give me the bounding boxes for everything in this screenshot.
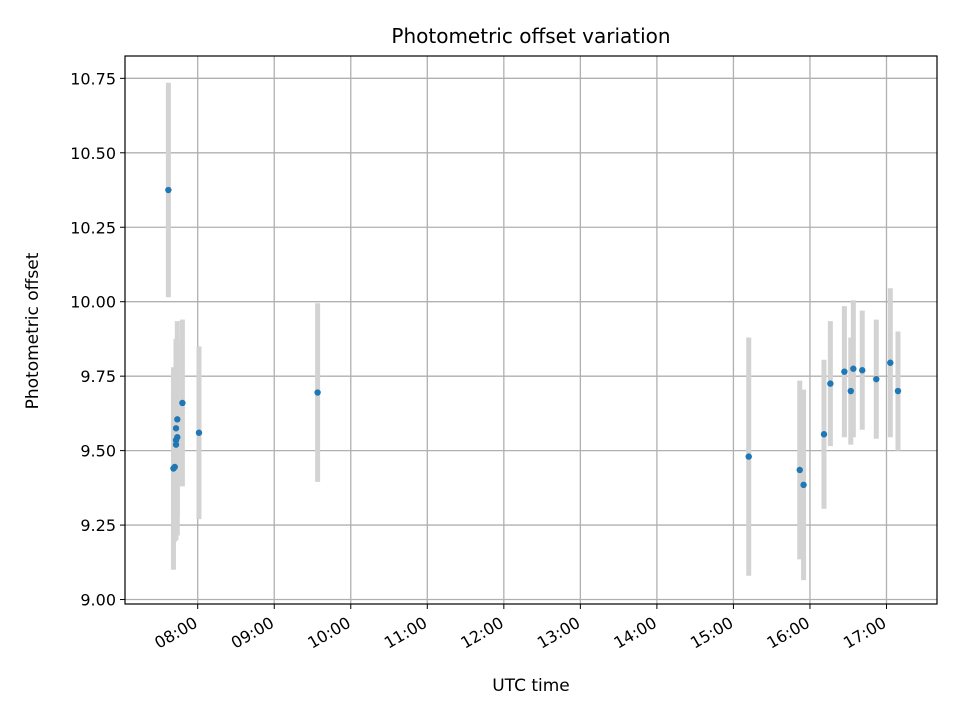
data-point: [796, 466, 803, 474]
data-point: [800, 481, 807, 489]
data-point: [314, 389, 321, 396]
y-tick-label: 9.00: [80, 591, 116, 610]
data-point: [827, 380, 834, 387]
x-axis-label: UTC time: [492, 676, 570, 696]
data-point: [745, 453, 752, 460]
data-point: [195, 429, 203, 436]
data-point: [172, 425, 180, 432]
data-points: [165, 186, 902, 489]
data-point: [859, 367, 866, 374]
y-tick-label: 9.75: [80, 367, 116, 386]
data-point: [850, 365, 857, 372]
y-axis-ticks: 9.00 9.25 9.50 9.75 10.00 10.25 10.50 10.75: [70, 69, 125, 610]
data-point: [179, 399, 186, 407]
y-tick-label: 9.50: [80, 442, 116, 461]
data-point: [165, 186, 172, 194]
data-point: [841, 368, 848, 375]
data-point: [887, 359, 894, 366]
y-tick-label: 10.00: [70, 293, 116, 312]
y-tick-label: 9.25: [80, 516, 116, 535]
data-point: [171, 463, 178, 471]
data-point: [873, 375, 880, 383]
data-point: [172, 441, 180, 448]
data-point: [894, 387, 902, 395]
chart-title: Photometric offset variation: [391, 24, 670, 48]
y-tick-label: 10.50: [70, 144, 116, 163]
y-tick-label: 10.75: [70, 69, 116, 88]
data-point: [174, 434, 181, 441]
data-point: [820, 431, 828, 438]
plot-frame: [124, 55, 938, 605]
data-point: [174, 416, 181, 423]
y-tick-label: 10.25: [70, 218, 116, 237]
data-point: [847, 387, 854, 395]
y-axis-label: Photometric offset: [23, 252, 43, 409]
